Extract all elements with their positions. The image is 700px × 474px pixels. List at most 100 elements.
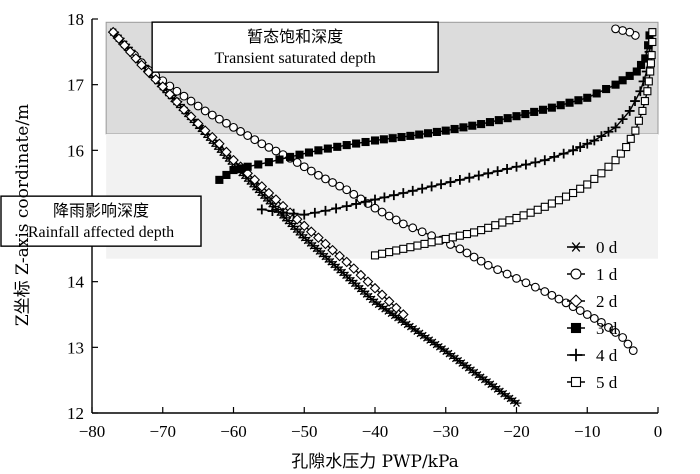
data-point — [320, 238, 331, 250]
data-point — [171, 96, 183, 108]
data-point — [631, 126, 640, 135]
data-point — [370, 251, 380, 260]
data-point — [349, 189, 359, 199]
series-1d — [130, 24, 640, 356]
data-point — [379, 192, 390, 203]
data-point — [611, 24, 620, 34]
data-point — [424, 129, 433, 138]
data-point — [574, 96, 583, 105]
x-tick-label: −80 — [79, 422, 106, 441]
data-point — [469, 228, 479, 237]
data-point — [388, 190, 399, 201]
data-point — [592, 89, 601, 98]
data-point — [136, 59, 147, 71]
data-point — [257, 139, 267, 149]
data-point — [498, 218, 507, 227]
data-point — [539, 155, 550, 166]
data-point — [305, 226, 317, 238]
x-tick-label: −30 — [432, 422, 459, 441]
data-point — [547, 290, 557, 300]
data-point — [215, 175, 224, 184]
legend-marker — [569, 348, 583, 362]
data-point — [512, 273, 521, 283]
data-point — [459, 123, 468, 132]
legend-label: 0 d — [596, 238, 618, 257]
data-point — [228, 154, 239, 166]
data-point — [378, 249, 387, 258]
data-point — [576, 184, 585, 193]
data-point — [130, 53, 142, 64]
data-point — [636, 60, 646, 70]
y-tick-label: 16 — [67, 141, 84, 160]
data-point — [179, 91, 189, 101]
data-point — [314, 146, 323, 155]
legend-marker — [570, 376, 582, 388]
data-point — [561, 298, 571, 308]
data-point — [441, 234, 450, 244]
data-point — [229, 122, 238, 132]
data-point — [547, 103, 556, 112]
data-point — [288, 208, 299, 219]
data-point — [178, 104, 190, 115]
data-point — [214, 114, 224, 124]
data-point — [630, 96, 640, 106]
annotation-text: 暂态饱和深度 — [247, 27, 343, 46]
data-point — [477, 226, 486, 235]
data-point — [603, 126, 614, 137]
data-point — [124, 46, 136, 58]
y-axis-label: Z坐标 Z-axis coordinate/m — [13, 104, 33, 326]
data-point — [150, 74, 162, 85]
legend-label: 2 d — [596, 292, 618, 311]
data-point — [469, 252, 479, 262]
data-point — [441, 126, 450, 135]
annotation-text: 降雨影响深度 — [53, 201, 149, 220]
data-point — [493, 265, 503, 275]
data-point — [628, 346, 638, 356]
x-tick-label: −60 — [220, 422, 247, 441]
data-point — [379, 135, 388, 144]
data-point — [342, 185, 352, 195]
data-point — [554, 196, 564, 205]
data-point — [623, 339, 633, 349]
data-point — [304, 148, 314, 157]
data-point — [618, 26, 628, 35]
data-point — [540, 202, 549, 211]
data-point — [420, 239, 429, 248]
data-point — [427, 238, 436, 247]
data-point — [643, 87, 652, 96]
data-point — [575, 306, 585, 315]
x-tick-label: −40 — [362, 422, 389, 441]
data-point — [485, 118, 495, 127]
data-point — [540, 287, 550, 296]
data-point — [549, 152, 560, 162]
data-point — [376, 289, 388, 301]
data-point — [398, 219, 408, 229]
legend-marker — [569, 242, 583, 252]
data-point — [597, 169, 606, 178]
legend-marker — [569, 294, 583, 308]
data-point — [295, 150, 304, 159]
data-point — [483, 168, 494, 179]
data-point — [596, 131, 607, 142]
data-point — [348, 263, 360, 274]
data-point — [229, 165, 238, 175]
data-point — [361, 137, 370, 147]
annotation-text: Rainfall affected depth — [28, 224, 174, 241]
data-point — [323, 144, 332, 153]
data-point — [473, 170, 484, 181]
data-point — [408, 223, 418, 233]
data-point — [617, 114, 628, 125]
legend-label: 4 d — [596, 346, 618, 365]
data-point — [278, 207, 288, 218]
y-tick-label: 12 — [67, 404, 84, 423]
data-point — [413, 241, 422, 250]
data-point — [448, 233, 457, 242]
data-point — [611, 156, 620, 165]
y-tick-label: 17 — [67, 76, 85, 95]
data-point — [397, 309, 409, 320]
data-point — [618, 76, 627, 85]
data-point — [626, 134, 635, 143]
data-point — [634, 116, 643, 125]
data-point — [632, 67, 641, 76]
data-point — [271, 146, 281, 156]
